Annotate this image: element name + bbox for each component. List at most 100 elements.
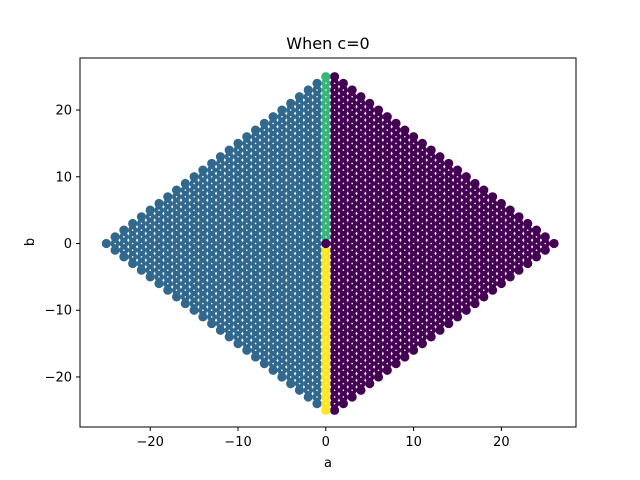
point-highlight [421, 236, 424, 238]
point-highlight [316, 202, 318, 205]
point-highlight [377, 369, 380, 372]
point-highlight [246, 242, 248, 245]
point-highlight [360, 376, 362, 378]
point-highlight [289, 242, 292, 245]
point-highlight [421, 195, 424, 198]
point-highlight [360, 256, 362, 258]
point-highlight [368, 149, 371, 151]
point-highlight [202, 236, 204, 238]
point-highlight [456, 202, 459, 205]
point-highlight [377, 182, 380, 185]
point-highlight [316, 356, 318, 358]
point-highlight [228, 189, 231, 191]
point-highlight [500, 242, 503, 245]
point-highlight [289, 182, 292, 185]
data-point [224, 145, 234, 155]
point-highlight [439, 262, 441, 265]
point-highlight [412, 296, 415, 298]
point-highlight [412, 276, 415, 278]
point-highlight [228, 276, 231, 278]
point-highlight [289, 162, 292, 165]
point-highlight [395, 202, 397, 205]
point-highlight [202, 269, 204, 271]
data-point [180, 178, 190, 189]
point-highlight [254, 209, 257, 211]
point-highlight [219, 262, 222, 265]
point-highlight [228, 202, 231, 205]
point-highlight [430, 169, 432, 171]
point-highlight [254, 309, 257, 312]
point-highlight [342, 115, 345, 118]
data-point [128, 218, 138, 229]
point-highlight [439, 256, 441, 258]
point-highlight [175, 216, 178, 218]
point-highlight [228, 296, 231, 298]
point-highlight [202, 262, 204, 265]
point-highlight [430, 155, 432, 158]
data-point [268, 112, 278, 122]
point-highlight [509, 242, 511, 245]
point-highlight [149, 249, 152, 251]
point-highlight [158, 216, 160, 218]
point-highlight [184, 242, 187, 245]
point-highlight [377, 142, 380, 145]
plot-frame [79, 57, 577, 428]
point-highlight [368, 262, 371, 265]
point-highlight [342, 222, 345, 225]
point-highlight [272, 175, 274, 178]
point-highlight [316, 122, 318, 125]
point-highlight [193, 195, 195, 198]
point-highlight [228, 209, 231, 211]
point-highlight [237, 329, 239, 332]
point-highlight [298, 122, 301, 125]
point-highlight [158, 242, 160, 245]
point-highlight [307, 309, 310, 312]
point-highlight [237, 282, 239, 285]
point-highlight [535, 242, 538, 245]
point-highlight [123, 249, 125, 251]
point-highlight [404, 182, 406, 185]
data-point [488, 285, 498, 295]
point-highlight [404, 236, 406, 238]
data-point [470, 178, 480, 189]
point-highlight [447, 216, 450, 218]
point-highlight [377, 209, 380, 211]
point-highlight [246, 222, 248, 225]
point-highlight [386, 222, 389, 225]
point-highlight [421, 309, 424, 312]
point-highlight [412, 169, 415, 171]
point-highlight [298, 242, 301, 245]
point-highlight [483, 289, 485, 292]
point-highlight [351, 356, 353, 358]
point-highlight [307, 229, 310, 231]
point-highlight [351, 202, 353, 205]
point-highlight [246, 342, 248, 345]
point-highlight [456, 222, 459, 225]
point-highlight [412, 336, 415, 338]
point-highlight [386, 122, 389, 125]
point-highlight [219, 169, 222, 171]
point-highlight [421, 229, 424, 231]
point-highlight [465, 229, 468, 231]
point-highlight [360, 262, 362, 265]
point-highlight [254, 302, 257, 305]
point-highlight [412, 249, 415, 251]
point-highlight [395, 195, 397, 198]
point-highlight [123, 242, 125, 245]
point-highlight [298, 289, 301, 292]
point-highlight [246, 182, 248, 185]
point-highlight [149, 256, 152, 258]
point-highlight [342, 142, 345, 145]
point-highlight [289, 329, 292, 332]
point-highlight [316, 222, 318, 225]
point-highlight [333, 402, 336, 405]
point-highlight [263, 242, 266, 245]
point-highlight [360, 162, 362, 165]
data-point [321, 238, 331, 249]
point-highlight [263, 316, 266, 318]
point-highlight [360, 336, 362, 338]
point-highlight [281, 175, 283, 178]
point-highlight [246, 296, 248, 298]
point-highlight [140, 262, 143, 265]
data-point [268, 365, 278, 375]
